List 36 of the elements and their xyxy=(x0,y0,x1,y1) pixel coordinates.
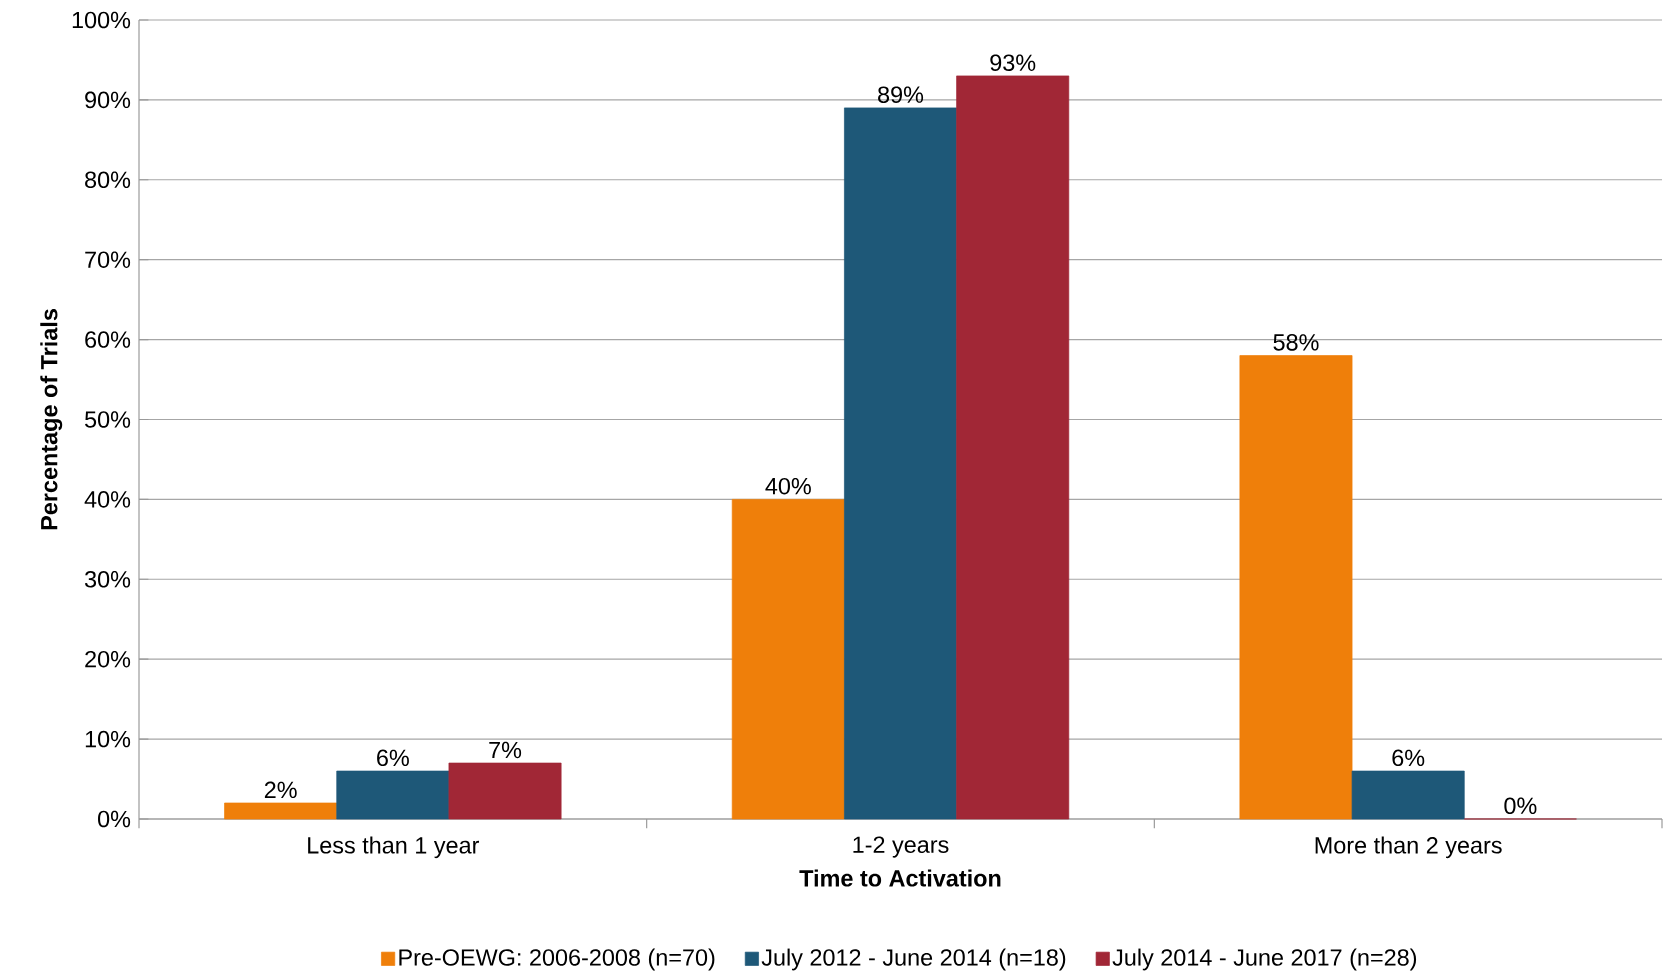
x-tick-label: Less than 1 year xyxy=(308,836,480,859)
bar xyxy=(731,499,845,820)
bar xyxy=(448,762,562,820)
y-tick-label: 100% xyxy=(72,11,131,29)
bar xyxy=(844,107,957,820)
y-axis-title: Percentage of Trials xyxy=(40,309,63,530)
y-tick-label: 90% xyxy=(85,91,131,109)
data-label: 58% xyxy=(1273,334,1319,351)
data-label: 6% xyxy=(377,749,409,767)
y-tick-label: 20% xyxy=(85,650,131,668)
bar xyxy=(224,802,338,820)
bar xyxy=(1351,770,1465,820)
data-label: 89% xyxy=(878,86,924,103)
legend-label: Pre-OEWG: 2006-2008 (n=70) xyxy=(399,948,715,971)
y-tick-label: 70% xyxy=(85,251,131,268)
y-tick-label: 80% xyxy=(85,171,131,189)
x-axis-title: Time to Activation xyxy=(799,869,1001,887)
data-label: 7% xyxy=(489,741,522,759)
data-label: 40% xyxy=(765,477,811,495)
y-tick-label: 30% xyxy=(84,571,131,588)
y-tick-label: 40% xyxy=(84,491,131,508)
x-tick-label: More than 2 years xyxy=(1315,836,1502,859)
x-tick-label: 1-2 years xyxy=(853,836,949,858)
y-tick-label: 0% xyxy=(98,810,131,828)
legend-label: July 2014 - June 2017 (n=28) xyxy=(1112,948,1417,971)
bar xyxy=(1239,355,1353,820)
data-label: 93% xyxy=(990,54,1036,71)
y-tick-label: 10% xyxy=(85,730,131,748)
bar xyxy=(956,75,1070,820)
data-label: 6% xyxy=(1392,749,1425,767)
bar xyxy=(336,770,450,820)
data-label: 0% xyxy=(1504,797,1537,815)
legend-label: July 2012 - June 2014 (n=18) xyxy=(761,948,1066,971)
y-tick-label: 50% xyxy=(85,411,131,428)
data-label: 2% xyxy=(264,781,297,799)
y-tick-label: 60% xyxy=(85,331,131,348)
